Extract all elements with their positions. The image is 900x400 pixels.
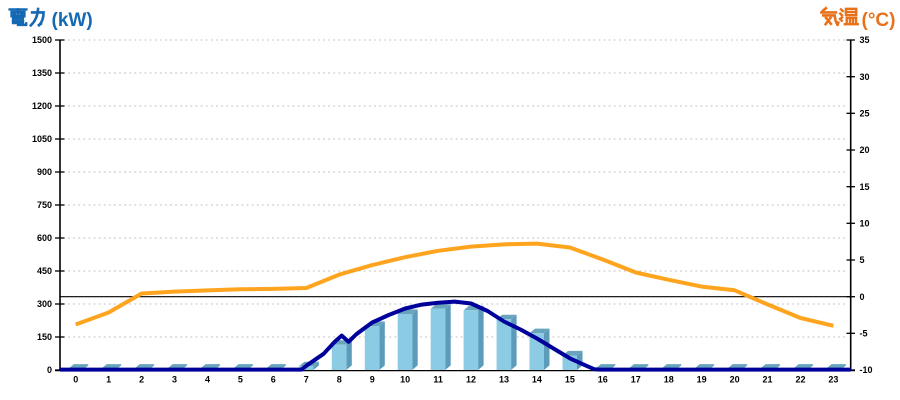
svg-text:9: 9 [370, 374, 375, 384]
svg-text:3: 3 [172, 374, 177, 384]
svg-text:(kW): (kW) [52, 10, 93, 31]
svg-text:12: 12 [466, 374, 476, 384]
svg-text:8: 8 [337, 374, 342, 384]
svg-text:300: 300 [37, 299, 52, 309]
svg-text:-5: -5 [860, 329, 868, 339]
svg-text:1: 1 [106, 374, 111, 384]
svg-text:21: 21 [762, 374, 772, 384]
svg-text:0: 0 [860, 292, 865, 302]
svg-text:-10: -10 [860, 365, 873, 375]
svg-text:30: 30 [860, 72, 870, 82]
svg-text:15: 15 [860, 182, 870, 192]
svg-text:2: 2 [139, 374, 144, 384]
svg-text:22: 22 [795, 374, 805, 384]
svg-text:35: 35 [860, 35, 870, 45]
svg-text:10: 10 [860, 219, 870, 229]
svg-text:10: 10 [400, 374, 410, 384]
svg-text:5: 5 [860, 255, 865, 265]
svg-text:900: 900 [37, 167, 52, 177]
svg-text:450: 450 [37, 266, 52, 276]
svg-text:1200: 1200 [32, 101, 52, 111]
svg-text:7: 7 [304, 374, 309, 384]
svg-text:750: 750 [37, 200, 52, 210]
svg-text:23: 23 [828, 374, 838, 384]
svg-text:1500: 1500 [32, 35, 52, 45]
svg-text:18: 18 [664, 374, 674, 384]
svg-text:13: 13 [499, 374, 509, 384]
svg-text:1350: 1350 [32, 68, 52, 78]
svg-text:15: 15 [565, 374, 575, 384]
svg-text:1050: 1050 [32, 134, 52, 144]
svg-text:(°C): (°C) [862, 10, 896, 31]
svg-text:6: 6 [271, 374, 276, 384]
svg-text:14: 14 [532, 374, 542, 384]
svg-text:16: 16 [598, 374, 608, 384]
svg-text:11: 11 [433, 374, 443, 384]
svg-text:4: 4 [205, 374, 210, 384]
svg-text:19: 19 [697, 374, 707, 384]
svg-text:20: 20 [730, 374, 740, 384]
svg-text:150: 150 [37, 332, 52, 342]
svg-text:20: 20 [860, 145, 870, 155]
svg-text:600: 600 [37, 233, 52, 243]
svg-text:0: 0 [47, 365, 52, 375]
svg-text:0: 0 [73, 374, 78, 384]
svg-text:25: 25 [860, 109, 870, 119]
svg-text:17: 17 [631, 374, 641, 384]
svg-text:5: 5 [238, 374, 243, 384]
